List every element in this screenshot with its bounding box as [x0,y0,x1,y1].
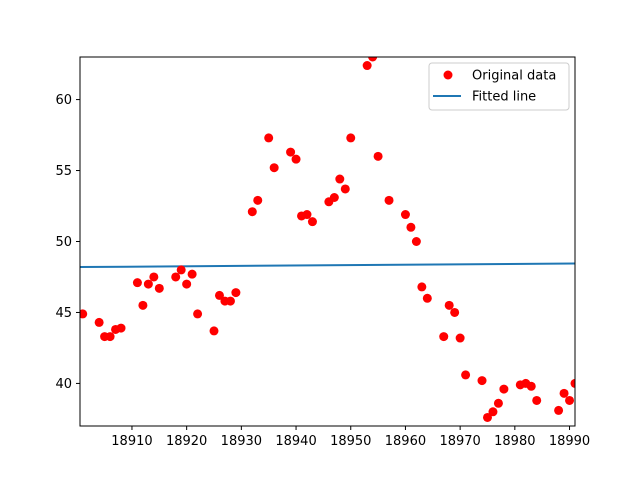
data-point [94,317,104,327]
legend: Original data Fitted line [428,62,570,111]
data-point [450,307,460,317]
data-point [482,412,492,422]
data-point [373,151,383,161]
data-point [291,154,301,164]
data-point [187,269,197,279]
data-point [554,405,564,415]
y-tick-label: 55 [55,164,72,179]
x-tick-label: 18930 [221,434,262,449]
data-point [499,384,509,394]
x-tick-label: 18940 [275,434,316,449]
data-point [362,61,372,71]
data-point [559,388,569,398]
data-point [532,395,542,405]
data-point [565,395,575,405]
data-point [80,309,88,319]
y-tick-label: 40 [55,377,72,392]
data-point [286,147,296,157]
data-point [143,279,153,289]
x-tick-label: 18910 [111,434,152,449]
data-point [570,378,575,388]
data-point [149,272,159,282]
data-point [105,332,115,342]
y-tick-label: 60 [55,93,72,108]
data-point [138,300,148,310]
data-point [422,293,432,303]
x-tick-label: 18990 [549,434,590,449]
data-point [417,282,427,292]
data-point [247,207,257,217]
data-point [329,193,339,203]
data-point [444,300,454,310]
data-point [461,370,471,380]
legend-label-fitted-line: Fitted line [472,90,536,105]
y-axis: 40 45 50 55 60 [55,93,80,392]
x-axis: 18910 18920 18930 18940 18950 18960 18970 18980… [111,426,590,449]
data-point [439,332,449,342]
data-point [116,323,126,333]
legend-box [428,62,570,111]
data-point [264,133,274,143]
data-point [455,333,465,343]
data-point [368,57,378,62]
x-tick-label: 18980 [494,434,535,449]
x-tick-label: 18920 [166,434,207,449]
x-tick-label: 18950 [330,434,371,449]
data-point [346,133,356,143]
fitted-line [80,262,575,269]
data-point [477,376,487,386]
x-tick-label: 18970 [439,434,480,449]
data-point [231,288,241,298]
axes-frame [79,56,576,427]
data-point [132,278,142,288]
data-point [302,210,312,220]
data-point [253,195,263,205]
data-point [493,398,503,408]
data-point [340,184,350,194]
legend-label-original-data: Original data [472,69,556,84]
data-point [209,326,219,336]
y-tick-label: 50 [55,235,72,250]
data-point [488,407,498,417]
data-layer [80,57,575,422]
data-point [269,163,279,173]
data-point [182,279,192,289]
x-tick-label: 18960 [385,434,426,449]
data-point [384,195,394,205]
data-point [411,237,421,246]
data-point [526,381,536,391]
legend-marker-original-data [443,70,453,80]
data-point [176,265,186,275]
data-point [335,174,345,184]
data-point [406,222,416,232]
y-tick-label: 45 [55,306,72,321]
data-point [400,210,410,220]
data-point [171,272,181,282]
data-point [225,296,235,306]
data-point [307,217,317,227]
data-point [214,290,224,300]
data-point [193,309,203,319]
data-point [154,283,164,293]
